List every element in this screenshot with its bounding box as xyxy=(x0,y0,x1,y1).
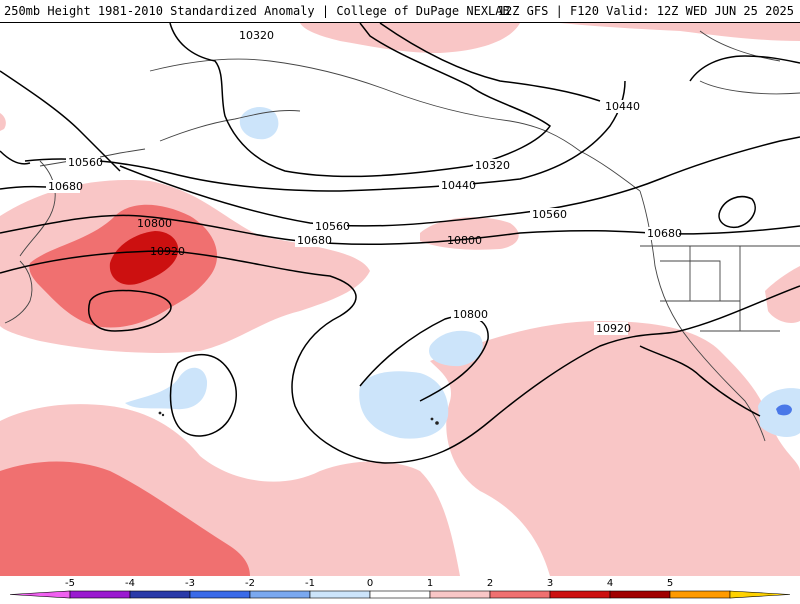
contour-label-10320-b: 10320 xyxy=(475,159,510,172)
anomaly-core-mexico xyxy=(776,404,792,416)
colorbar-tick-label: 1 xyxy=(427,578,433,589)
contour-10560 xyxy=(0,136,800,227)
colorbar-segment xyxy=(129,590,191,599)
run-info: 12Z GFS | F120 Valid: 12Z WED JUN 25 202… xyxy=(497,4,794,18)
colorbar-segment xyxy=(309,590,371,599)
coastline-north-america-west xyxy=(639,190,766,442)
contour-10920 xyxy=(88,289,172,332)
contour-label-10560-c: 10560 xyxy=(532,208,567,221)
colorbar-segment xyxy=(249,590,311,599)
colorbar-segment xyxy=(669,590,731,599)
anomaly-map: 10320 10320 10440 10440 10560 10560 1056… xyxy=(0,22,800,576)
contour-10440 xyxy=(24,80,626,192)
contour-labels: 10320 10320 10440 10440 10560 10560 1056… xyxy=(46,29,682,335)
coastline-kamchatka xyxy=(19,160,56,257)
contour-label-10680-c: 10680 xyxy=(647,227,682,240)
anomaly-region-west-edge xyxy=(0,113,6,131)
colorbar-segment xyxy=(609,590,671,599)
coastline-japan xyxy=(4,260,33,324)
contour-ne xyxy=(689,55,800,229)
contour-label-10680-a: 10680 xyxy=(48,180,83,193)
colorbar-segments xyxy=(9,590,791,599)
colorbar-tick-label: -4 xyxy=(125,578,135,589)
colorbar-tick-label: 2 xyxy=(487,578,493,589)
colorbar-segment xyxy=(549,590,611,599)
contour-hawaii-low xyxy=(169,354,237,437)
colorbar-tick-label: -2 xyxy=(245,578,255,589)
contour-label-10680-b: 10680 xyxy=(297,234,332,247)
anomaly-region-ne-corner xyxy=(560,23,800,41)
colorbar-segment xyxy=(489,590,551,599)
colorbar-tick-label: 3 xyxy=(547,578,553,589)
anomaly-region-far-south xyxy=(0,461,250,576)
colorbar: -5 -4 -3 -2 -1 0 1 2 3 4 5 xyxy=(0,575,800,600)
contour-label-10920-a: 10920 xyxy=(150,245,185,258)
anomaly-region-bering xyxy=(239,107,279,140)
contour-10800 xyxy=(0,250,800,464)
contour-10320-nw xyxy=(0,70,121,172)
colorbar-tick-label: 5 xyxy=(667,578,673,589)
colorbar-ticks: -5 -4 -3 -2 -1 0 1 2 3 4 5 xyxy=(65,578,673,589)
colorbar-tick-label: -1 xyxy=(305,578,315,589)
colorbar-segment xyxy=(369,590,431,599)
colorbar-segment xyxy=(429,590,491,599)
anomaly-region-hawaii-west xyxy=(125,367,208,410)
colorbar-tick-label: 0 xyxy=(367,578,373,589)
anomaly-region-gulf-of-alaska xyxy=(300,23,520,53)
contour-label-10320-a: 10320 xyxy=(239,29,274,42)
anomaly-region-baja xyxy=(765,266,800,323)
map-canvas: 10320 10320 10440 10440 10560 10560 1056… xyxy=(0,23,800,576)
coastline-alaska xyxy=(149,58,641,192)
coastline-hudson xyxy=(699,30,800,95)
strong-positive-anomaly-areas xyxy=(109,231,179,285)
height-contours xyxy=(0,23,800,464)
map-header: 250mb Height 1981-2010 Standardized Anom… xyxy=(0,0,800,22)
contour-label-10800-c: 10800 xyxy=(453,308,488,321)
hawaiian-islands xyxy=(158,411,439,425)
coastline-alaska-peninsula xyxy=(159,110,301,142)
anomaly-region-hawaii-east xyxy=(359,371,449,439)
contour-label-10920-b: 10920 xyxy=(596,322,631,335)
colorbar-tick-label: -5 xyxy=(65,578,75,589)
colorbar-tick-label: -3 xyxy=(185,578,195,589)
contour-label-10800-b: 10800 xyxy=(447,234,482,247)
colorbar-segment xyxy=(69,590,131,599)
contour-label-10800-a: 10800 xyxy=(137,217,172,230)
colorbar-tick-label: 4 xyxy=(607,578,613,589)
contour-label-10440-b: 10440 xyxy=(441,179,476,192)
contour-10320 xyxy=(169,23,552,178)
anomaly-region-subtropical-east xyxy=(430,321,800,576)
map-title: 250mb Height 1981-2010 Standardized Anom… xyxy=(4,4,510,18)
colorbar-segment xyxy=(9,590,71,599)
colorbar-segment xyxy=(729,590,791,599)
contour-10920-east xyxy=(639,345,761,417)
contour-label-10560-b: 10560 xyxy=(315,220,350,233)
colorbar-svg: -5 -4 -3 -2 -1 0 1 2 3 4 5 xyxy=(9,578,791,599)
contour-10440-ne xyxy=(379,23,601,102)
contour-label-10560-a: 10560 xyxy=(68,156,103,169)
contour-label-10440-a: 10440 xyxy=(605,100,640,113)
anomaly-core-japan xyxy=(109,231,179,285)
state-borders xyxy=(660,246,780,332)
anomaly-region-hawaii-ne xyxy=(429,330,483,367)
colorbar-segment xyxy=(189,590,251,599)
moderate-negative-anomaly-areas xyxy=(776,404,792,416)
